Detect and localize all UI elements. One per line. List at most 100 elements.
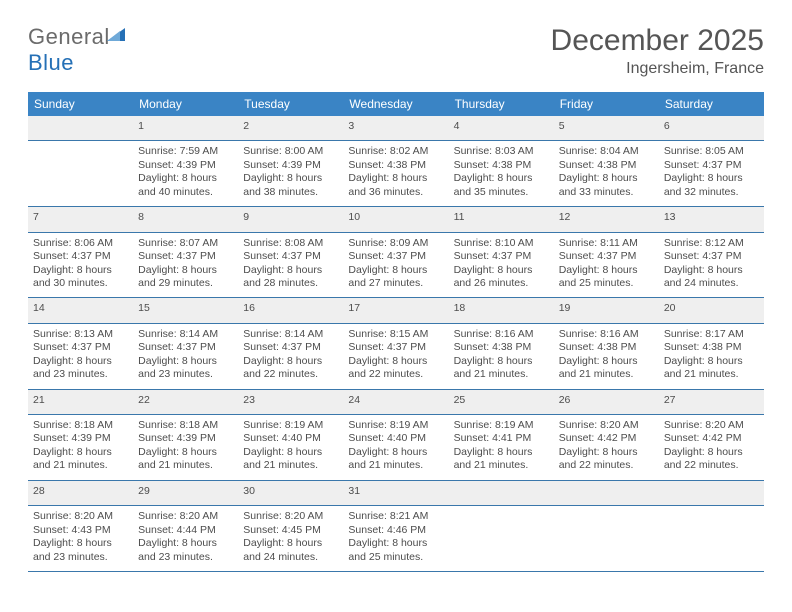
day-number: 14 bbox=[28, 298, 133, 323]
day-number: 27 bbox=[659, 389, 764, 414]
daylight-text: Daylight: 8 hours and 36 minutes. bbox=[348, 172, 443, 199]
daylight-text: Daylight: 8 hours and 21 minutes. bbox=[454, 355, 549, 382]
day-number: 18 bbox=[449, 298, 554, 323]
daylight-text: Daylight: 8 hours and 21 minutes. bbox=[138, 446, 233, 473]
daylight-text: Daylight: 8 hours and 40 minutes. bbox=[138, 172, 233, 199]
day-header: Tuesday bbox=[238, 92, 343, 116]
day-cell: Sunrise: 8:00 AMSunset: 4:39 PMDaylight:… bbox=[238, 141, 343, 207]
day-cell: Sunrise: 8:17 AMSunset: 4:38 PMDaylight:… bbox=[659, 323, 764, 389]
month-title: December 2025 bbox=[551, 24, 764, 58]
day-cell: Sunrise: 8:14 AMSunset: 4:37 PMDaylight:… bbox=[133, 323, 238, 389]
page-header: General Blue December 2025 Ingersheim, F… bbox=[28, 24, 764, 78]
sunrise-text: Sunrise: 8:21 AM bbox=[348, 510, 443, 523]
sunset-text: Sunset: 4:42 PM bbox=[664, 432, 759, 445]
day-number: 30 bbox=[238, 480, 343, 505]
day-cell: Sunrise: 8:04 AMSunset: 4:38 PMDaylight:… bbox=[554, 141, 659, 207]
day-number: 20 bbox=[659, 298, 764, 323]
day-number: 7 bbox=[28, 207, 133, 232]
calendar-table: SundayMondayTuesdayWednesdayThursdayFrid… bbox=[28, 92, 764, 572]
sunrise-text: Sunrise: 8:17 AM bbox=[664, 328, 759, 341]
day-header: Saturday bbox=[659, 92, 764, 116]
content-row: Sunrise: 7:59 AMSunset: 4:39 PMDaylight:… bbox=[28, 141, 764, 207]
daylight-text: Daylight: 8 hours and 25 minutes. bbox=[348, 537, 443, 564]
daylight-text: Daylight: 8 hours and 22 minutes. bbox=[348, 355, 443, 382]
daylight-text: Daylight: 8 hours and 28 minutes. bbox=[243, 264, 338, 291]
daynum-row: 78910111213 bbox=[28, 207, 764, 232]
sunrise-text: Sunrise: 8:15 AM bbox=[348, 328, 443, 341]
day-number: 15 bbox=[133, 298, 238, 323]
sunset-text: Sunset: 4:42 PM bbox=[559, 432, 654, 445]
day-header: Thursday bbox=[449, 92, 554, 116]
day-header: Monday bbox=[133, 92, 238, 116]
day-cell: Sunrise: 8:03 AMSunset: 4:38 PMDaylight:… bbox=[449, 141, 554, 207]
day-number: 26 bbox=[554, 389, 659, 414]
daylight-text: Daylight: 8 hours and 38 minutes. bbox=[243, 172, 338, 199]
sunrise-text: Sunrise: 8:19 AM bbox=[243, 419, 338, 432]
sunrise-text: Sunrise: 8:18 AM bbox=[33, 419, 128, 432]
daylight-text: Daylight: 8 hours and 21 minutes. bbox=[33, 446, 128, 473]
day-cell: Sunrise: 8:16 AMSunset: 4:38 PMDaylight:… bbox=[449, 323, 554, 389]
day-cell: Sunrise: 8:21 AMSunset: 4:46 PMDaylight:… bbox=[343, 506, 448, 572]
sunset-text: Sunset: 4:37 PM bbox=[138, 250, 233, 263]
sunset-text: Sunset: 4:40 PM bbox=[348, 432, 443, 445]
day-number: 25 bbox=[449, 389, 554, 414]
daylight-text: Daylight: 8 hours and 23 minutes. bbox=[138, 537, 233, 564]
day-number: 8 bbox=[133, 207, 238, 232]
location-text: Ingersheim, France bbox=[551, 60, 764, 78]
day-number: 23 bbox=[238, 389, 343, 414]
day-cell: Sunrise: 8:06 AMSunset: 4:37 PMDaylight:… bbox=[28, 232, 133, 298]
day-cell: Sunrise: 8:08 AMSunset: 4:37 PMDaylight:… bbox=[238, 232, 343, 298]
daylight-text: Daylight: 8 hours and 22 minutes. bbox=[664, 446, 759, 473]
day-number: 10 bbox=[343, 207, 448, 232]
content-row: Sunrise: 8:18 AMSunset: 4:39 PMDaylight:… bbox=[28, 415, 764, 481]
sunset-text: Sunset: 4:37 PM bbox=[33, 250, 128, 263]
sunset-text: Sunset: 4:38 PM bbox=[348, 159, 443, 172]
sunset-text: Sunset: 4:45 PM bbox=[243, 524, 338, 537]
sunset-text: Sunset: 4:37 PM bbox=[138, 341, 233, 354]
sunset-text: Sunset: 4:39 PM bbox=[33, 432, 128, 445]
day-cell: Sunrise: 8:15 AMSunset: 4:37 PMDaylight:… bbox=[343, 323, 448, 389]
day-number: 21 bbox=[28, 389, 133, 414]
sunset-text: Sunset: 4:37 PM bbox=[348, 250, 443, 263]
sunset-text: Sunset: 4:38 PM bbox=[559, 341, 654, 354]
daylight-text: Daylight: 8 hours and 21 minutes. bbox=[243, 446, 338, 473]
sunrise-text: Sunrise: 8:14 AM bbox=[243, 328, 338, 341]
content-row: Sunrise: 8:13 AMSunset: 4:37 PMDaylight:… bbox=[28, 323, 764, 389]
sunset-text: Sunset: 4:39 PM bbox=[138, 159, 233, 172]
sunrise-text: Sunrise: 8:14 AM bbox=[138, 328, 233, 341]
day-cell: Sunrise: 8:20 AMSunset: 4:43 PMDaylight:… bbox=[28, 506, 133, 572]
daylight-text: Daylight: 8 hours and 21 minutes. bbox=[348, 446, 443, 473]
day-number: 22 bbox=[133, 389, 238, 414]
sunset-text: Sunset: 4:38 PM bbox=[559, 159, 654, 172]
sunrise-text: Sunrise: 8:07 AM bbox=[138, 237, 233, 250]
daynum-row: 123456 bbox=[28, 116, 764, 141]
sunset-text: Sunset: 4:38 PM bbox=[664, 341, 759, 354]
brand-part2: Blue bbox=[28, 50, 74, 75]
day-cell: Sunrise: 8:14 AMSunset: 4:37 PMDaylight:… bbox=[238, 323, 343, 389]
sunset-text: Sunset: 4:37 PM bbox=[348, 341, 443, 354]
sunrise-text: Sunrise: 8:06 AM bbox=[33, 237, 128, 250]
daylight-text: Daylight: 8 hours and 35 minutes. bbox=[454, 172, 549, 199]
daylight-text: Daylight: 8 hours and 21 minutes. bbox=[454, 446, 549, 473]
day-cell bbox=[28, 141, 133, 207]
day-cell: Sunrise: 8:18 AMSunset: 4:39 PMDaylight:… bbox=[28, 415, 133, 481]
sunrise-text: Sunrise: 8:16 AM bbox=[559, 328, 654, 341]
sunrise-text: Sunrise: 7:59 AM bbox=[138, 145, 233, 158]
sunset-text: Sunset: 4:37 PM bbox=[243, 341, 338, 354]
day-cell: Sunrise: 8:20 AMSunset: 4:45 PMDaylight:… bbox=[238, 506, 343, 572]
day-cell bbox=[554, 506, 659, 572]
daynum-row: 14151617181920 bbox=[28, 298, 764, 323]
day-cell: Sunrise: 8:19 AMSunset: 4:40 PMDaylight:… bbox=[343, 415, 448, 481]
day-number bbox=[659, 480, 764, 505]
brand-logo: General Blue bbox=[28, 24, 127, 76]
sunset-text: Sunset: 4:44 PM bbox=[138, 524, 233, 537]
sunrise-text: Sunrise: 8:09 AM bbox=[348, 237, 443, 250]
content-row: Sunrise: 8:20 AMSunset: 4:43 PMDaylight:… bbox=[28, 506, 764, 572]
sunset-text: Sunset: 4:41 PM bbox=[454, 432, 549, 445]
sunset-text: Sunset: 4:37 PM bbox=[664, 250, 759, 263]
daylight-text: Daylight: 8 hours and 22 minutes. bbox=[243, 355, 338, 382]
day-cell bbox=[659, 506, 764, 572]
day-cell: Sunrise: 8:10 AMSunset: 4:37 PMDaylight:… bbox=[449, 232, 554, 298]
day-number: 12 bbox=[554, 207, 659, 232]
daylight-text: Daylight: 8 hours and 30 minutes. bbox=[33, 264, 128, 291]
